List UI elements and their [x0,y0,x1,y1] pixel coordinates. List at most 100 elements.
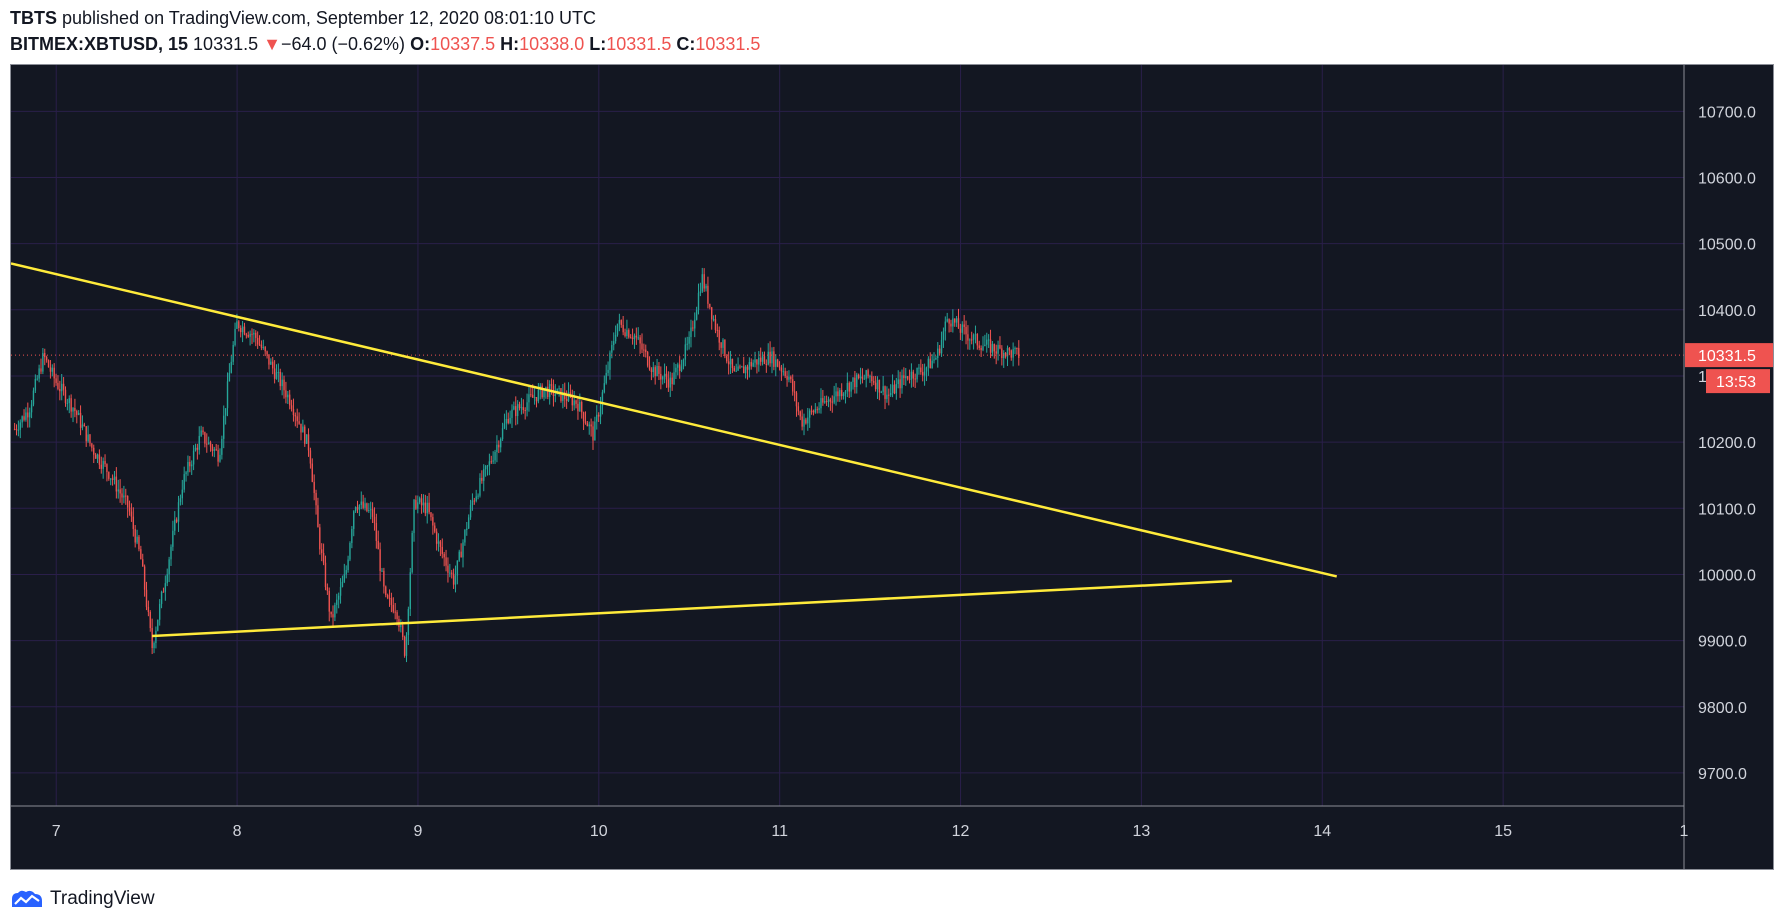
candle-body [871,376,873,382]
candle-body [873,381,875,383]
candle-body [337,595,340,600]
candle-body [603,383,606,393]
candle-body [300,423,302,433]
candle-body [812,410,815,413]
candle-body [42,352,44,372]
candle-body [718,330,720,343]
candle-body [692,327,694,329]
price-chart[interactable]: 9700.0 9800.0 9900.0 10000.0 10100.0 10200.0 1… [11,65,1773,869]
candle-body [106,464,108,473]
candle-body [769,351,771,364]
candle-body [96,454,99,459]
candle-body [260,344,263,348]
candle-body [920,367,922,373]
candle-body [483,469,485,481]
candle-body [473,500,476,502]
candle-body [177,502,180,522]
tradingview-logo-icon[interactable] [10,889,44,909]
candle-body [558,388,560,390]
price-axis[interactable]: 9700.0 9800.0 9900.0 10000.0 10100.0 10200.0 1… [1698,104,1756,783]
candle-body [206,443,208,445]
candle-body [565,398,568,402]
candle-body [895,383,898,394]
chart-panel[interactable]: 9700.0 9800.0 9900.0 10000.0 10100.0 10200.0 1… [10,64,1774,870]
candle-body [935,357,937,360]
candle-body [839,390,841,397]
candle-body [820,398,822,409]
candle-body [270,361,272,365]
countdown-badge-text: 13:53 [1716,374,1756,391]
tradingview-brand[interactable]: TradingView [50,888,155,909]
down-arrow-icon: ▼ [263,34,281,54]
candle-body [650,369,653,373]
candle-body [741,366,743,368]
trendlines[interactable] [11,262,1338,638]
candle-body [633,335,636,340]
candle-body [53,367,55,379]
candle-body [805,419,807,424]
candle-body [469,505,472,518]
candle-body [164,583,167,592]
candle-body [748,362,751,370]
time-tick-label: 9 [413,823,422,840]
candle-body [273,368,276,379]
candle-body [840,390,843,397]
candle-body [160,591,163,604]
candle-body [886,394,888,399]
candle-body [315,492,317,506]
candle-body [464,530,466,543]
candle-body [554,394,557,397]
price-tick-label: 10000.0 [1698,567,1756,584]
candle-body [995,351,997,354]
candle-body [987,339,990,341]
author-name[interactable]: TBTS [10,8,57,28]
candle-body [722,339,724,348]
candle-body [562,391,564,401]
candle-body [731,358,734,368]
candle-body [888,394,890,396]
candle-body [1010,350,1012,358]
publish-info: TBTS published on TradingView.com, Septe… [10,6,760,30]
candle-body [21,416,23,423]
candle-body [697,292,700,310]
candle-body [703,274,705,289]
candle-body [347,559,349,571]
candle-body [733,367,736,371]
candle-body [471,500,474,506]
candle-body [594,421,596,441]
candle-body [302,426,304,433]
candle-body [982,346,984,351]
candle-body [256,337,259,345]
candle-body [258,344,261,346]
time-tick-label: 14 [1313,823,1331,840]
candle-body [776,359,779,367]
candle-body [409,572,411,610]
candle-body [835,391,837,397]
candle-body [336,599,338,605]
candle-body [726,356,728,362]
candle-body [645,349,647,353]
candle-body [25,412,27,420]
candle-body [251,333,253,335]
candle-body [484,466,487,470]
candle-body [434,525,436,532]
candle-body [1004,352,1007,357]
candle-body [368,510,370,512]
candle-body [486,465,489,467]
candle-body [808,410,811,418]
candle-body [677,364,679,368]
candle-body [49,367,52,372]
time-axis[interactable]: 7 8 9 10 11 12 13 14 15 1 [52,823,1689,840]
candle-body [89,434,91,444]
symbol-label[interactable]: BITMEX:XBTUSD, 15 [10,34,189,54]
candle-body [198,436,200,450]
candle-body [963,324,965,327]
candle-body [158,603,161,620]
candle-body [15,429,18,431]
time-tick-label: 7 [52,823,61,840]
candle-body [334,604,336,618]
candle-body [249,333,251,337]
candle-body [307,434,310,451]
candle-body [667,379,670,388]
candle-body [28,412,31,418]
